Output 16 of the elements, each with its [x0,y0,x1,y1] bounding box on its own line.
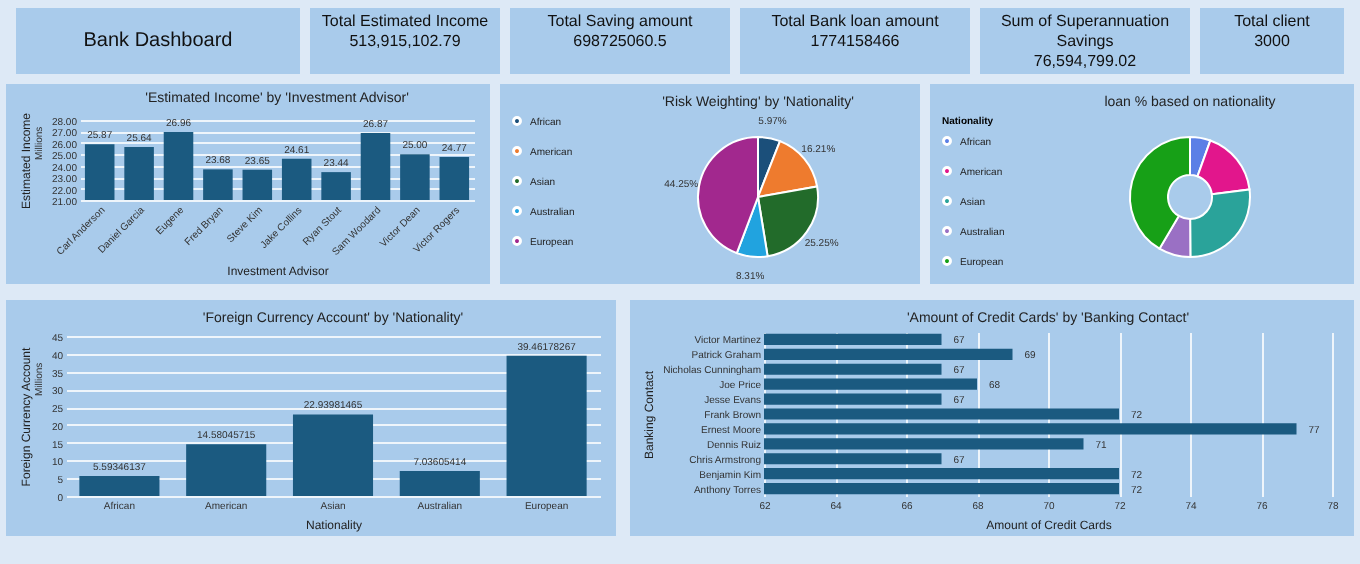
text: Total Saving amount [545,12,695,32]
text: 698725060.5 [571,32,669,52]
bar [506,355,587,496]
text: Total Estimated Income [319,12,491,32]
bar [399,470,480,496]
text: Sum of Superannuation Savings [998,12,1172,52]
text: Total Bank loan amount [769,12,941,32]
text: 76,594,799.02 [1031,52,1139,72]
text: Bank Dashboard [16,8,300,74]
bar [79,476,160,496]
bar [186,444,267,496]
text: Total client [1232,12,1312,32]
text: 3000 [1252,32,1292,52]
text: 513,915,102.79 [347,32,463,52]
bar [292,414,374,496]
text: 1774158466 [808,32,902,52]
